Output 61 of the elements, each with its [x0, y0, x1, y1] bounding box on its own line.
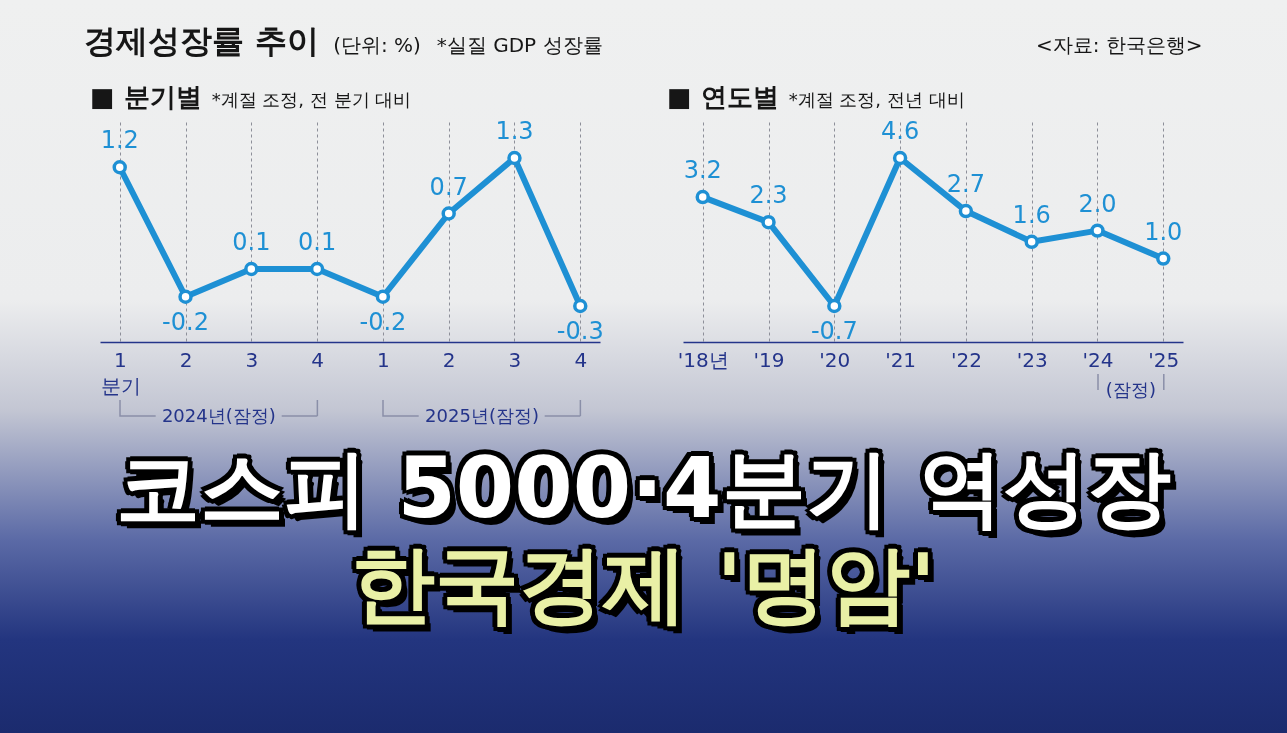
point	[827, 298, 842, 314]
point	[1090, 223, 1105, 238]
text: (단위: %)	[333, 33, 421, 57]
text: (잠정)	[1105, 377, 1156, 402]
point	[695, 189, 710, 205]
text: 2025년(잠정)	[425, 403, 539, 428]
data-label: 2.0	[1078, 189, 1117, 218]
x-tick-label: 1	[113, 347, 127, 372]
text: *실질 GDP 성장률	[436, 33, 603, 57]
point	[178, 289, 193, 304]
point	[375, 289, 391, 304]
point	[761, 215, 776, 230]
data-label: 1.0	[1144, 217, 1183, 246]
x-tick-label: '21	[885, 347, 917, 372]
point	[112, 160, 127, 175]
x-tick-label: '24	[1082, 347, 1114, 372]
x-tick-label: '25	[1148, 347, 1180, 372]
data-label: -0.3	[556, 317, 604, 345]
data-label: -0.7	[810, 317, 858, 345]
data-label: 0.7	[429, 172, 468, 201]
text: 한국경제 '명암'	[351, 535, 936, 633]
point	[573, 298, 588, 314]
data-label: 1.3	[495, 117, 534, 145]
x-tick-label: 4	[311, 347, 324, 372]
chart-subtitle: *계절 조정, 전년 대비	[788, 89, 965, 110]
data-label: 4.6	[881, 117, 920, 145]
x-tick-label: 2	[179, 347, 193, 372]
data-label: 0.1	[298, 228, 337, 256]
x-axis-title: 분기	[100, 373, 141, 398]
x-tick-label: 3	[245, 347, 259, 372]
point	[309, 261, 325, 277]
x-tick-label: 4	[574, 347, 588, 372]
x-tick-label: '22	[950, 347, 982, 372]
data-label: -0.2	[162, 307, 209, 336]
x-tick-label: '23	[1016, 347, 1048, 372]
data-label: 2.3	[749, 181, 788, 210]
point	[244, 261, 259, 277]
data-label: -0.2	[359, 307, 407, 336]
text: <자료: 한국은행>	[1036, 32, 1203, 59]
x-tick-label: '18년	[677, 347, 729, 372]
point	[1024, 234, 1039, 249]
chart-title: ■ 분기별	[90, 82, 202, 112]
point	[441, 206, 456, 221]
point	[958, 203, 974, 219]
x-tick-label: 1	[377, 347, 390, 372]
point	[1156, 251, 1171, 266]
x-tick-label: '20	[819, 347, 851, 372]
text: 경제성장률 추이	[84, 22, 320, 60]
data-label: 1.2	[100, 126, 139, 155]
chart-title: ■ 연도별	[667, 82, 779, 112]
data-label: 0.1	[232, 228, 271, 256]
point	[507, 150, 522, 166]
data-label: 3.2	[683, 156, 722, 185]
data-label: 2.7	[946, 170, 985, 199]
x-tick-label: 2	[442, 347, 456, 372]
point	[892, 150, 908, 166]
x-tick-label: '19	[753, 347, 785, 372]
text: 2024년(잠정)	[161, 403, 276, 428]
data-label: 1.6	[1012, 200, 1051, 229]
x-tick-label: 3	[508, 347, 522, 372]
chart-subtitle: *계절 조정, 전 분기 대비	[211, 89, 412, 110]
